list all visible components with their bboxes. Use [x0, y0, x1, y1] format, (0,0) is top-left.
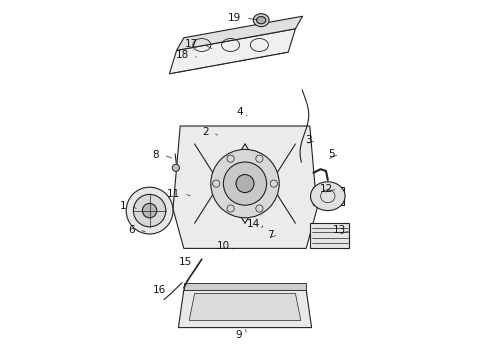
Text: 16: 16 — [152, 285, 166, 295]
Polygon shape — [170, 29, 295, 74]
Ellipse shape — [211, 149, 279, 218]
Text: 6: 6 — [128, 225, 135, 235]
Ellipse shape — [172, 164, 179, 171]
Ellipse shape — [133, 194, 166, 227]
Text: 10: 10 — [217, 240, 230, 251]
Polygon shape — [176, 16, 303, 50]
Text: 2: 2 — [202, 127, 209, 138]
Text: 13: 13 — [333, 225, 346, 235]
Polygon shape — [189, 293, 301, 320]
Polygon shape — [178, 290, 312, 328]
Text: 12: 12 — [320, 184, 333, 194]
Ellipse shape — [143, 203, 157, 218]
Text: 14: 14 — [247, 219, 261, 229]
Bar — [314, 187, 344, 205]
Text: 4: 4 — [237, 107, 243, 117]
Text: 9: 9 — [236, 330, 243, 340]
Polygon shape — [310, 223, 349, 248]
Ellipse shape — [253, 14, 269, 27]
Text: 7: 7 — [267, 230, 274, 240]
Text: 15: 15 — [178, 257, 192, 267]
Polygon shape — [173, 126, 317, 248]
Text: 11: 11 — [167, 189, 180, 199]
Ellipse shape — [223, 162, 267, 205]
Text: 5: 5 — [328, 149, 335, 159]
Ellipse shape — [126, 187, 173, 234]
Text: 18: 18 — [176, 50, 189, 60]
Text: 8: 8 — [153, 150, 159, 160]
Text: 17: 17 — [185, 39, 198, 49]
Ellipse shape — [257, 17, 266, 24]
Bar — [184, 283, 306, 290]
Text: 3: 3 — [305, 135, 312, 145]
Ellipse shape — [236, 175, 254, 193]
Ellipse shape — [311, 182, 345, 211]
Text: 19: 19 — [228, 13, 242, 23]
Text: 1: 1 — [120, 201, 126, 211]
